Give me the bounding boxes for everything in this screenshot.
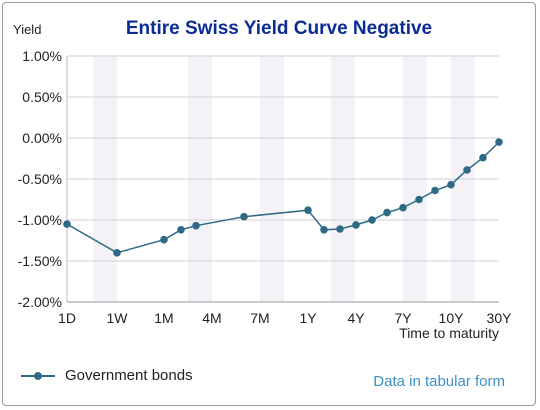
y-tick-label: -0.50% — [18, 171, 62, 187]
chart-title: Entire Swiss Yield Curve Negative — [126, 18, 432, 39]
x-tick-label: 1W — [107, 310, 129, 326]
data-point[interactable] — [240, 212, 248, 221]
data-point[interactable] — [495, 138, 503, 146]
x-tick-label: 1D — [58, 310, 76, 326]
data-point[interactable] — [177, 226, 185, 234]
legend-label: Government bonds — [65, 367, 193, 384]
x-tick-labels: 1D 1W 1M 4M 7M 1Y 4Y 7Y 10Y 30Y — [58, 310, 512, 326]
data-point[interactable] — [431, 186, 439, 195]
data-point[interactable] — [399, 203, 407, 212]
x-axis-label: Time to maturity — [399, 325, 499, 341]
data-point[interactable] — [160, 235, 168, 244]
y-tick-label: -2.00% — [18, 294, 62, 310]
x-tick-label: 7M — [250, 310, 269, 326]
data-point[interactable] — [368, 216, 376, 224]
x-tick-label: 4M — [202, 310, 221, 326]
data-point[interactable] — [415, 195, 423, 204]
data-point[interactable] — [63, 220, 71, 228]
y-axis-label: Yield — [13, 22, 41, 37]
x-tick-label: 1M — [154, 310, 173, 326]
yield-curve-chart: Entire Swiss Yield Curve Negative Yield … — [13, 18, 512, 341]
legend-marker-icon — [21, 370, 55, 382]
tabular-data-link[interactable]: Data in tabular form — [373, 373, 505, 390]
chart-card: Entire Swiss Yield Curve Negative Yield … — [2, 2, 536, 406]
y-tick-label: 0.50% — [22, 89, 62, 105]
series-points — [63, 138, 503, 257]
data-point[interactable] — [320, 226, 328, 234]
y-tick-label: 0.00% — [22, 130, 62, 146]
data-point[interactable] — [304, 206, 312, 214]
y-tick-labels: 1.00% 0.50% 0.00% -0.50% -1.00% -1.50% -2.00% — [18, 48, 62, 310]
x-tick-label: 10Y — [439, 310, 465, 326]
x-tick-label: 30Y — [487, 310, 513, 326]
data-point[interactable] — [479, 153, 487, 162]
data-point[interactable] — [383, 208, 391, 217]
y-tick-label: 1.00% — [22, 48, 62, 64]
data-point[interactable] — [352, 221, 360, 229]
x-tick-label: 1Y — [299, 310, 317, 326]
x-tick-label: 4Y — [347, 310, 365, 326]
data-point[interactable] — [463, 166, 471, 174]
data-point[interactable] — [113, 249, 121, 257]
legend[interactable]: Government bonds — [21, 367, 193, 384]
gridlines — [66, 55, 499, 303]
y-tick-label: -1.50% — [18, 253, 62, 269]
data-point[interactable] — [447, 180, 455, 189]
x-tick-label: 7Y — [394, 310, 412, 326]
data-point[interactable] — [192, 221, 200, 230]
y-tick-label: -1.00% — [18, 212, 62, 228]
data-point[interactable] — [336, 225, 344, 233]
